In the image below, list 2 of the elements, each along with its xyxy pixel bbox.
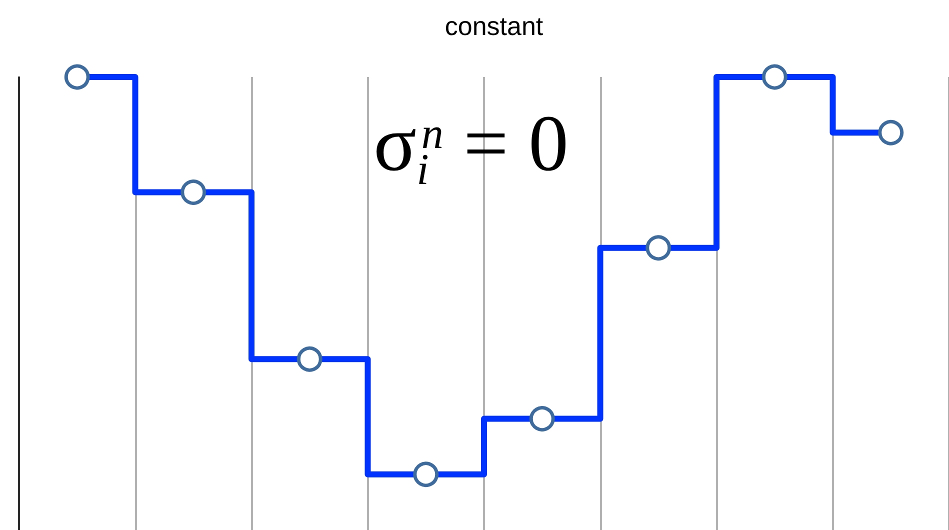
chart-title: constant: [444, 11, 544, 41]
annotation: σ$_{i}$$^{n}$ = 0: [373, 100, 569, 194]
